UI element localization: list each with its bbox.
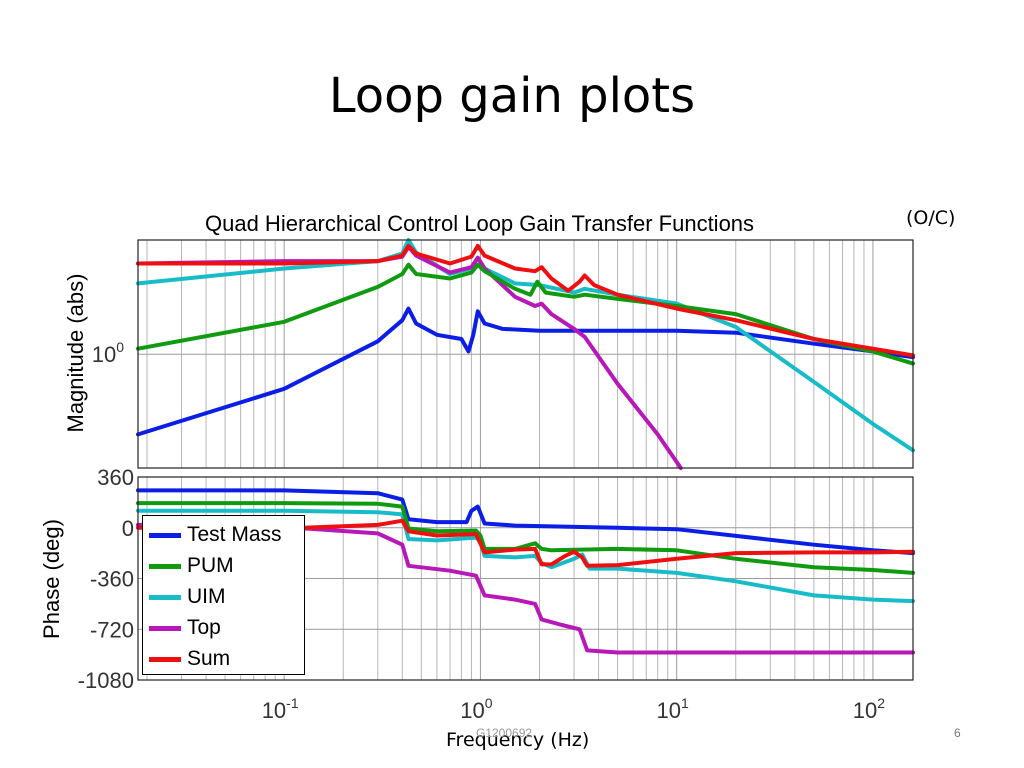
magnitude-grid — [138, 240, 913, 468]
slide-title: Loop gain plots — [328, 68, 696, 124]
magnitude-axes-frame — [137, 239, 914, 469]
phase-line-top — [136, 522, 915, 655]
magnitude-line-pum — [136, 262, 915, 366]
legend-item-top: Top — [149, 613, 221, 643]
phase-y-tick-label: -360 — [90, 567, 134, 592]
x-tick-label: 101 — [657, 695, 689, 723]
magnitude-line-sum — [136, 243, 915, 358]
legend-item-pum: PUM — [149, 551, 234, 581]
magnitude-series — [136, 238, 915, 470]
x-tick-label: 100 — [460, 695, 492, 723]
legend-item-uim: UIM — [149, 582, 226, 612]
legend-swatch-test-mass — [149, 532, 181, 538]
legend-item-test-mass: Test Mass — [149, 520, 282, 550]
phase-line-sum — [136, 518, 915, 568]
legend: Test Mass PUM UIM Top Sum — [142, 515, 305, 675]
phase-y-tick-label: -1080 — [78, 668, 134, 693]
chart-title: Quad Hierarchical Control Loop Gain Tran… — [205, 211, 755, 236]
footer-code: G1200692 — [476, 726, 533, 740]
tick-labels: 10-1 100 101 102 100 360 0 -360 -720 -1080 — [78, 339, 886, 723]
page-number: 6 — [954, 726, 961, 740]
legend-swatch-sum — [149, 656, 181, 662]
oc-note: (O/C) — [906, 207, 956, 229]
magnitude-line-top — [136, 244, 683, 470]
x-tick-label: 102 — [853, 695, 885, 723]
phase-line-test-mass — [136, 488, 915, 556]
x-axis-label: Frequency (Hz) — [446, 729, 590, 751]
legend-swatch-pum — [149, 563, 181, 569]
legend-item-sum: Sum — [149, 644, 230, 674]
plot-frames — [137, 239, 914, 681]
x-tick-label: 10-1 — [262, 695, 299, 723]
legend-label: Test Mass — [187, 523, 282, 546]
phase-y-tick-label: 0 — [122, 516, 134, 541]
legend-label: Sum — [187, 647, 231, 670]
legend-swatch-top — [149, 625, 181, 631]
legend-swatch-uim — [149, 594, 181, 600]
phase-series — [136, 488, 915, 655]
legend-label: PUM — [187, 554, 234, 577]
phase-y-tick-label: 360 — [97, 465, 134, 490]
legend-label: Top — [187, 616, 221, 639]
magnitude-line-test-mass — [136, 306, 915, 437]
phase-y-tick-label: -720 — [90, 617, 134, 642]
phase-axes-frame — [137, 476, 914, 681]
legend-label: UIM — [187, 585, 226, 608]
magnitude-y-tick-label: 100 — [92, 339, 124, 367]
